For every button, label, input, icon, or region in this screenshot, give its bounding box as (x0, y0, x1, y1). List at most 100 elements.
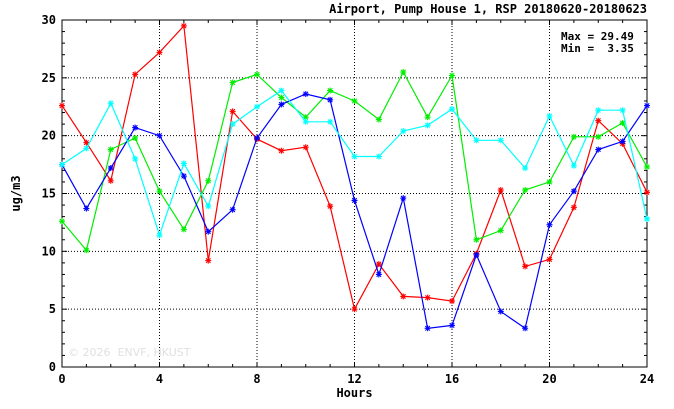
data-point (400, 128, 407, 135)
x-tick-label: 0 (58, 372, 65, 386)
data-point (278, 147, 285, 154)
data-point (351, 97, 358, 104)
data-point (83, 139, 90, 146)
watermark: © 2026 ENVF, HKUST (68, 346, 191, 359)
data-point (522, 325, 529, 332)
data-point (302, 118, 309, 125)
data-point (473, 251, 480, 258)
data-point (473, 236, 480, 243)
y-tick-label: 30 (42, 13, 56, 27)
series-2 (59, 69, 650, 254)
series-group (59, 22, 650, 332)
data-point (107, 165, 114, 172)
data-point (156, 232, 163, 239)
data-point (522, 187, 529, 194)
data-point (59, 161, 65, 168)
data-point (132, 155, 139, 162)
series-4 (59, 87, 650, 239)
data-point (570, 133, 577, 140)
data-point (180, 22, 187, 29)
data-point (644, 215, 650, 222)
data-point (570, 162, 577, 169)
data-point (83, 247, 90, 254)
data-point (400, 69, 407, 76)
data-point (644, 102, 650, 109)
data-point (278, 101, 285, 108)
data-point (644, 163, 650, 170)
data-point (132, 134, 139, 141)
data-point (229, 121, 236, 128)
data-point (375, 271, 382, 278)
data-point (278, 87, 285, 94)
y-tick-label: 15 (42, 187, 56, 201)
data-point (156, 132, 163, 139)
data-point (132, 71, 139, 78)
data-point (449, 106, 455, 113)
data-point (205, 203, 212, 210)
data-point (205, 228, 212, 235)
data-point (546, 178, 553, 185)
data-point (327, 118, 334, 125)
data-point (497, 187, 504, 194)
data-point (400, 293, 407, 300)
data-point (351, 306, 358, 313)
data-point (424, 294, 431, 301)
data-point (205, 257, 212, 264)
data-point (497, 227, 504, 234)
data-point (619, 119, 626, 126)
data-point (619, 138, 626, 145)
grid (62, 20, 647, 367)
x-tick-label: 4 (156, 372, 163, 386)
x-tick-label: 8 (253, 372, 260, 386)
x-tick-label: 20 (542, 372, 556, 386)
data-point (107, 177, 114, 184)
x-tick-label: 16 (445, 372, 459, 386)
data-point (83, 205, 90, 212)
data-point (107, 146, 114, 153)
data-point (595, 117, 602, 124)
y-axis-label: ug/m3 (9, 175, 23, 211)
data-point (59, 102, 65, 109)
data-point (229, 108, 236, 115)
data-point (278, 94, 285, 101)
y-tick-label: 20 (42, 129, 56, 143)
data-point (132, 124, 139, 131)
data-point (449, 72, 455, 79)
data-point (424, 122, 431, 129)
data-point (180, 173, 187, 180)
series-3 (59, 91, 650, 332)
x-tick-label: 12 (347, 372, 361, 386)
data-point (546, 113, 553, 120)
y-tick-label: 25 (42, 71, 56, 85)
data-point (619, 107, 626, 114)
data-point (327, 96, 334, 103)
data-point (570, 204, 577, 211)
data-point (522, 263, 529, 270)
data-point (424, 114, 431, 121)
data-point (107, 100, 114, 107)
data-point (375, 261, 382, 268)
y-tick-label: 5 (49, 302, 56, 316)
data-point (449, 298, 455, 305)
data-point (83, 145, 90, 152)
data-point (59, 218, 65, 225)
max-annotation: Max = 29.49 (561, 30, 634, 43)
data-point (351, 197, 358, 204)
axis-ticks: 0 4 8 12 16 20 24 0 5 10 15 20 25 30 (42, 13, 655, 386)
data-point (595, 133, 602, 140)
data-point (254, 134, 260, 141)
data-point (205, 177, 212, 184)
data-point (644, 189, 650, 196)
y-tick-label: 0 (49, 360, 56, 374)
y-tick-label: 10 (42, 244, 56, 258)
data-point (375, 116, 382, 123)
data-point (180, 160, 187, 167)
chart-title: Airport, Pump House 1, RSP 20180620-2018… (329, 2, 647, 16)
data-point (156, 49, 163, 56)
data-point (424, 325, 431, 332)
data-point (254, 103, 260, 110)
data-point (497, 137, 504, 144)
data-point (229, 79, 236, 86)
data-point (254, 71, 260, 78)
